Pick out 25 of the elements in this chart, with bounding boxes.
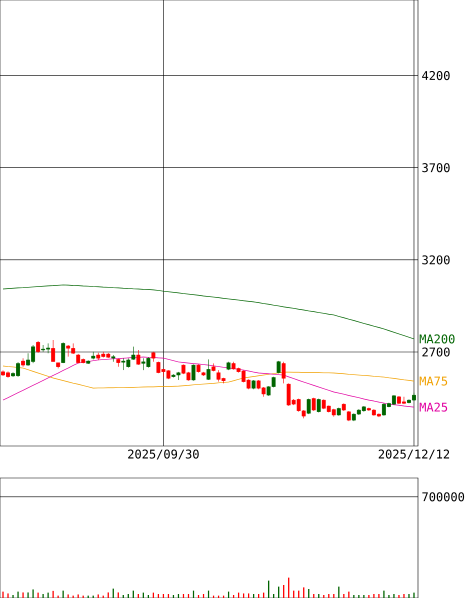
candlestick	[252, 380, 256, 390]
candlestick	[131, 346, 136, 360]
series-label: MA200	[420, 334, 455, 344]
y-tick-label: 4200	[422, 71, 450, 80]
y-tick-label: 2700	[422, 347, 450, 357]
candlestick	[51, 340, 56, 362]
x-tick-label: 2025/12/12	[378, 450, 450, 460]
series-label: MA75	[420, 376, 448, 386]
candlestick	[192, 364, 196, 382]
candlestick	[36, 340, 40, 354]
series-label: MA25	[420, 402, 448, 412]
candlestick	[306, 398, 311, 414]
candlestick	[206, 359, 210, 380]
y-tick-label: 3200	[422, 255, 450, 264]
candlestick	[151, 351, 156, 362]
candlestick	[312, 397, 316, 412]
candlestick	[276, 360, 281, 374]
candlestick	[61, 342, 66, 364]
x-tick-label: 2025/09/30	[128, 450, 199, 460]
candlestick	[136, 350, 140, 366]
y-tick-label: 3700	[422, 163, 450, 172]
y-tick-label: 700000	[422, 492, 464, 502]
candlestick	[282, 361, 286, 384]
candlestick	[316, 398, 321, 413]
candlestick	[346, 410, 351, 422]
